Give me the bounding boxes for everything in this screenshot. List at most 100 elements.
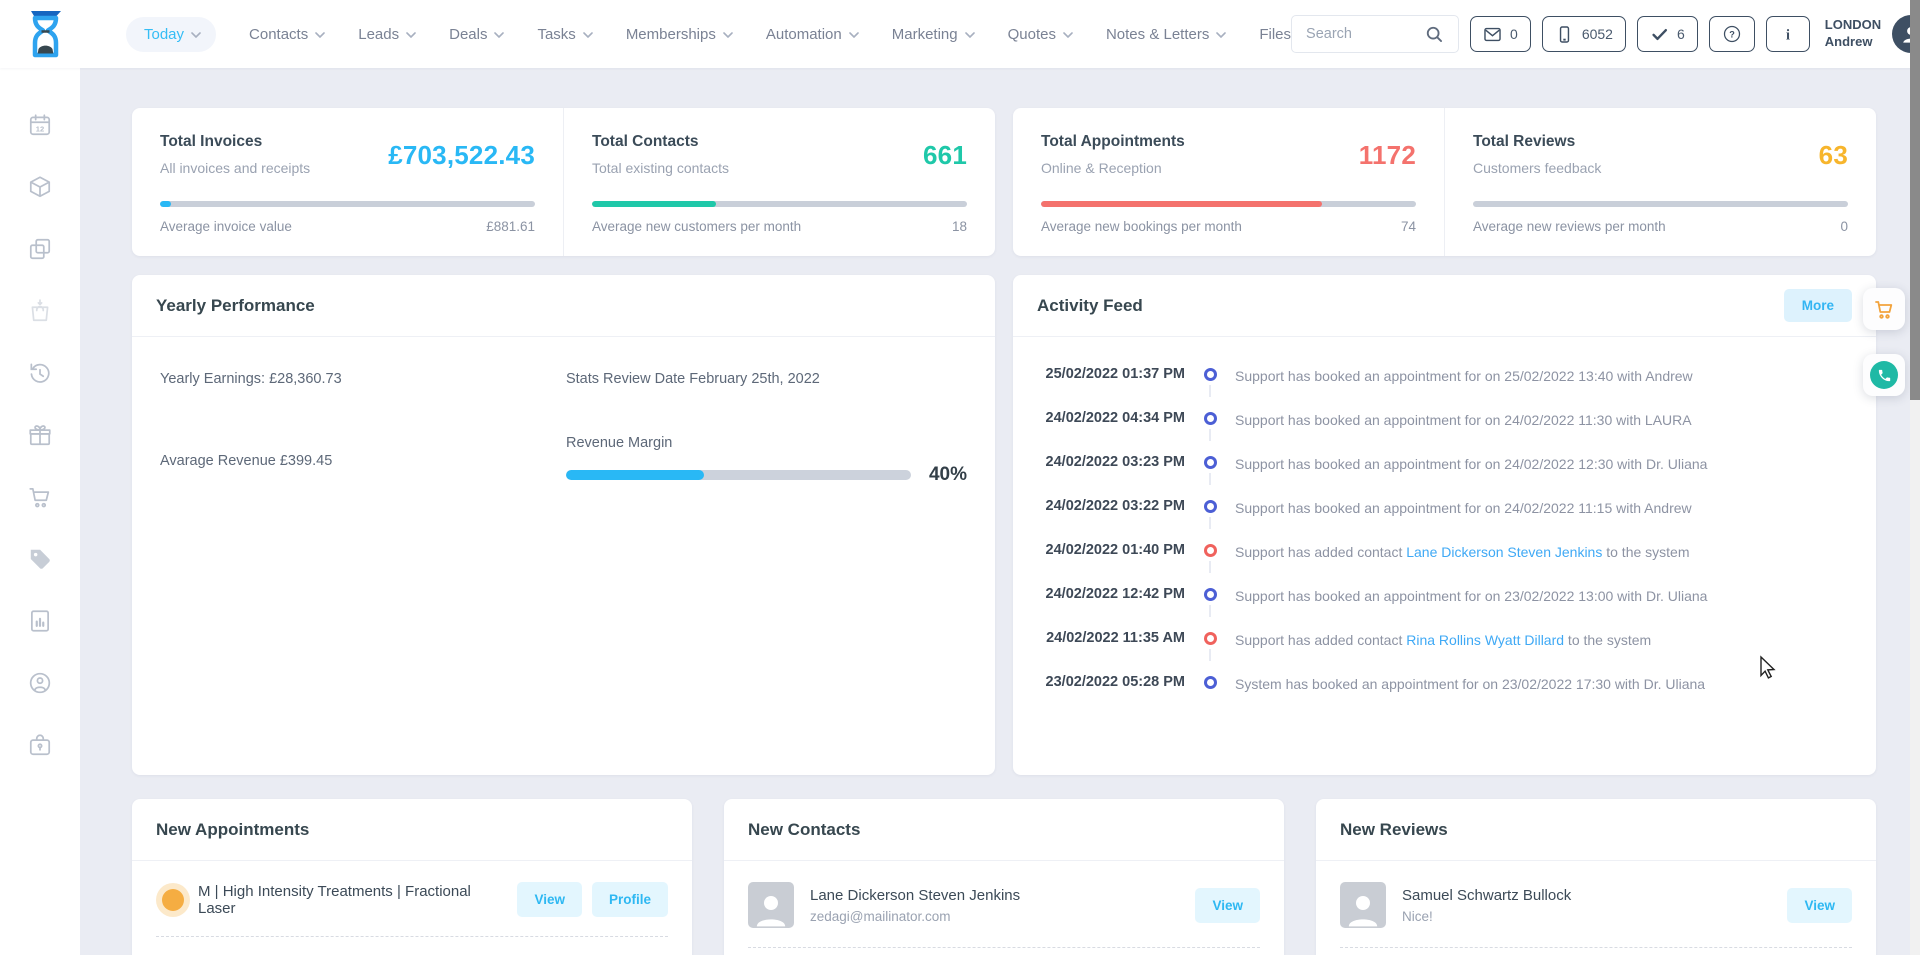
phone-icon [1870, 361, 1898, 389]
contact-link[interactable]: Lane Dickerson Steven Jenkins [1406, 544, 1602, 560]
timeline-dot-icon [1204, 368, 1217, 381]
app-logo-icon[interactable] [24, 10, 66, 58]
stat-value: 661 [923, 140, 967, 171]
contact-link[interactable]: Rina Rollins Wyatt Dillard [1406, 632, 1564, 648]
history-icon [27, 360, 53, 386]
svg-text:i: i [1786, 27, 1790, 43]
report-icon [27, 608, 53, 634]
chevron-down-icon [1063, 32, 1073, 38]
chevron-down-icon [406, 32, 416, 38]
stat-progress-bar [592, 201, 967, 207]
appointment-row: Botox 3 Areas View Profile [156, 936, 668, 955]
chevron-down-icon [965, 32, 975, 38]
view-button[interactable]: View [1195, 888, 1260, 923]
stat-subtitle: Customers feedback [1473, 160, 1848, 176]
messages-badge[interactable]: 0 [1470, 16, 1531, 52]
calendar-icon: 12 [27, 112, 53, 138]
sidebar-item[interactable] [27, 484, 53, 510]
call-widget[interactable] [1863, 354, 1905, 396]
feed-timestamp: 24/02/2022 11:35 AM [1037, 630, 1185, 646]
nav-item[interactable]: Memberships [626, 26, 733, 43]
timeline-dot-icon [1204, 456, 1217, 469]
nav-item[interactable]: Leads [358, 26, 416, 43]
feed-item: 24/02/2022 11:35 AM Support has added co… [1037, 617, 1852, 661]
help-button[interactable]: ? [1709, 16, 1755, 52]
search-input[interactable] [1306, 26, 1420, 42]
cart-widget[interactable] [1863, 288, 1905, 330]
contact-row: Lane Dickerson Steven Jenkins zedagi@mai… [748, 863, 1260, 947]
reviews-list: Samuel Schwartz Bullock Nice! View [1316, 861, 1876, 955]
profile-button[interactable]: Profile [592, 882, 668, 917]
feed-item: 24/02/2022 01:40 PM Support has added co… [1037, 529, 1852, 573]
feed-text: Support has booked an appointment for on… [1235, 366, 1693, 384]
sidebar-item[interactable] [27, 422, 53, 448]
contact-name: Lane Dickerson Steven Jenkins [810, 887, 1195, 904]
user-name: Andrew [1825, 34, 1881, 51]
nav-item[interactable]: Deals [449, 26, 504, 43]
sidebar-item[interactable] [27, 546, 53, 572]
sidebar-item[interactable]: 12 [27, 112, 53, 138]
feed-timestamp: 24/02/2022 01:40 PM [1037, 542, 1185, 558]
more-button[interactable]: More [1784, 289, 1852, 322]
account-icon [27, 670, 53, 696]
tasks-count: 6 [1677, 26, 1685, 42]
stat-footer-label: Average new customers per month [592, 219, 801, 234]
feed-item: 24/02/2022 04:34 PM Support has booked a… [1037, 397, 1852, 441]
nav-item[interactable]: Today [126, 17, 216, 52]
shopping-bag-icon [27, 298, 53, 324]
timeline-dot-icon [1204, 676, 1217, 689]
nav-item[interactable]: Contacts [249, 26, 325, 43]
tasks-badge[interactable]: 6 [1637, 16, 1698, 52]
sidebar: 12 [0, 68, 80, 955]
review-row: Samuel Schwartz Bullock Nice! View [1340, 863, 1852, 947]
stats-row: Total Invoices All invoices and receipts… [132, 108, 1876, 256]
sidebar-item[interactable] [27, 670, 53, 696]
sidebar-item[interactable] [27, 174, 53, 200]
search-icon[interactable] [1420, 20, 1448, 48]
view-button[interactable]: View [517, 882, 582, 917]
nav-item[interactable]: Files [1259, 26, 1291, 43]
contacts-list: Lane Dickerson Steven Jenkins zedagi@mai… [724, 861, 1284, 955]
nav-item[interactable]: Notes & Letters [1106, 26, 1226, 43]
check-icon [1650, 25, 1669, 44]
svg-text:?: ? [1729, 29, 1735, 39]
scrollbar-thumb[interactable] [1910, 0, 1920, 400]
panel-title: Activity Feed [1037, 296, 1143, 316]
feed-text: Support has added contact Rina Rollins W… [1235, 630, 1651, 648]
feed-timestamp: 24/02/2022 04:34 PM [1037, 410, 1185, 426]
middle-row: Yearly Performance Yearly Earnings: £28,… [132, 275, 1876, 775]
activity-feed-list: 25/02/2022 01:37 PM Support has booked a… [1013, 337, 1876, 705]
stats-band-left: Total Invoices All invoices and receipts… [132, 108, 995, 256]
package-icon [27, 174, 53, 200]
stat-card: Total Contacts Total existing contacts 6… [564, 108, 995, 256]
nav-item[interactable]: Automation [766, 26, 859, 43]
sidebar-item[interactable] [27, 360, 53, 386]
info-button[interactable]: i [1766, 16, 1810, 52]
sidebar-item[interactable] [27, 236, 53, 262]
nav-item[interactable]: Quotes [1008, 26, 1073, 43]
topbar: Today Contacts Leads Deals [0, 0, 1920, 68]
stat-footer-label: Average invoice value [160, 219, 292, 234]
sidebar-item[interactable] [27, 732, 53, 758]
chevron-down-icon [849, 32, 859, 38]
stat-card: Total Invoices All invoices and receipts… [132, 108, 564, 256]
stat-value: £703,522.43 [388, 140, 535, 171]
feed-text: Support has booked an appointment for on… [1235, 410, 1692, 428]
chevron-down-icon [191, 32, 201, 38]
sidebar-item[interactable] [27, 298, 53, 324]
new-contacts-panel: New Contacts Lane Dickerson Steven Jenki… [724, 799, 1284, 955]
gift-icon [27, 422, 53, 448]
feed-item: 23/02/2022 05:28 PM System has booked an… [1037, 661, 1852, 705]
svg-text:12: 12 [36, 125, 44, 134]
new-appointments-panel: New Appointments M | High Intensity Trea… [132, 799, 692, 955]
phone-badge[interactable]: 6052 [1542, 16, 1626, 52]
timeline-dot-icon [1204, 588, 1217, 601]
nav-item[interactable]: Marketing [892, 26, 975, 43]
timeline-dot-icon [1204, 544, 1217, 557]
search-box [1291, 15, 1459, 53]
sidebar-item[interactable] [27, 608, 53, 634]
bottom-row: New Appointments M | High Intensity Trea… [132, 799, 1876, 955]
contact-email: zedagi@mailinator.com [810, 909, 1195, 924]
view-button[interactable]: View [1787, 888, 1852, 923]
nav-item[interactable]: Tasks [537, 26, 592, 43]
